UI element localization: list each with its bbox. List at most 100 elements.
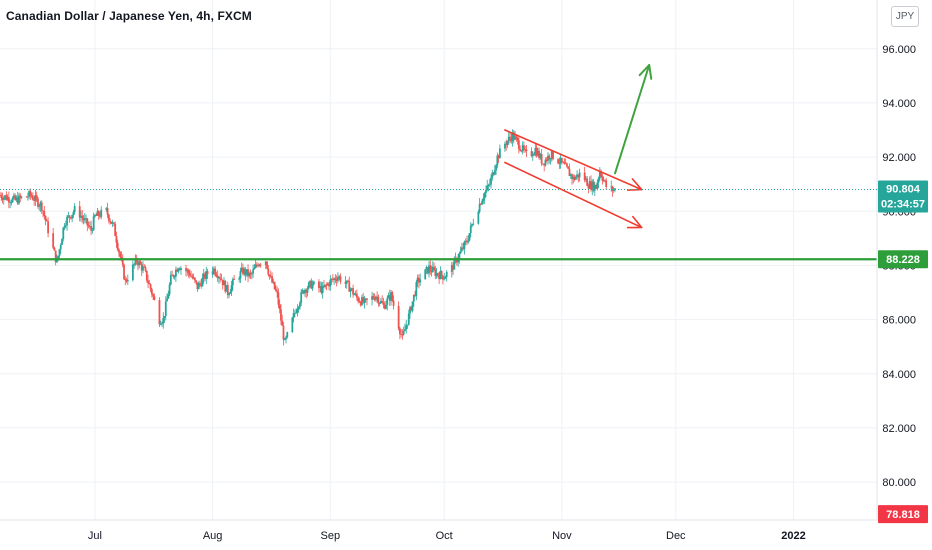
- candle-body: [204, 273, 206, 279]
- candle-body: [453, 259, 456, 270]
- channel-upper-line[interactable]: [504, 129, 643, 191]
- candle-body: [293, 312, 296, 314]
- candle-body: [531, 155, 534, 157]
- candle-body: [428, 265, 430, 274]
- price-axis[interactable]: 80.00082.00084.00086.00088.00090.00092.0…: [882, 44, 916, 489]
- candle-body: [58, 249, 61, 256]
- candle-body: [357, 297, 360, 302]
- channel-lower-line[interactable]: [504, 161, 643, 229]
- candle-body: [99, 215, 101, 217]
- candle-body: [25, 196, 28, 198]
- candle-body: [63, 225, 66, 228]
- countdown-label: 02:34:57: [881, 198, 925, 210]
- candle-body: [535, 147, 538, 156]
- candle-body: [43, 211, 46, 216]
- breakout-arrow[interactable]: [614, 64, 651, 175]
- candle-body: [143, 266, 146, 268]
- candle-body: [148, 283, 151, 285]
- candle-body: [39, 202, 42, 207]
- candle-body: [202, 273, 205, 278]
- candle-body: [387, 295, 390, 299]
- candle-body: [601, 176, 604, 181]
- candle-body: [311, 284, 314, 289]
- candle-body: [510, 138, 513, 142]
- candle-body: [493, 170, 496, 175]
- candle-body: [9, 202, 12, 204]
- candle-body: [264, 261, 267, 265]
- candle-body: [131, 264, 134, 281]
- candle-body: [483, 193, 486, 199]
- candle-body: [549, 158, 552, 160]
- candle-body: [320, 286, 323, 294]
- candle-body: [552, 150, 554, 160]
- candle-body: [312, 281, 315, 285]
- candle-body: [106, 208, 109, 215]
- candle-body: [278, 304, 281, 310]
- candle-body: [443, 278, 446, 280]
- candle-body: [345, 280, 348, 284]
- candle-body: [124, 279, 127, 281]
- candle-body: [231, 279, 234, 286]
- candle-body: [296, 309, 299, 313]
- candle-body: [414, 294, 416, 296]
- candle-body: [78, 206, 81, 218]
- candle-body: [295, 312, 298, 314]
- candle-body: [505, 143, 508, 146]
- candle-body: [586, 178, 589, 187]
- candle-body: [319, 286, 322, 288]
- drawing-annotations[interactable]: [0, 64, 877, 261]
- candle-body: [461, 247, 463, 251]
- candle-body: [426, 266, 429, 274]
- candle-body: [433, 266, 435, 270]
- candle-body: [605, 180, 608, 188]
- candle-body: [382, 302, 385, 305]
- candle-body: [147, 280, 149, 284]
- candle-body: [424, 269, 427, 280]
- currency-badge[interactable]: JPY: [891, 6, 919, 27]
- candle-body: [112, 222, 115, 224]
- candle-body: [540, 154, 543, 164]
- candle-body: [134, 258, 137, 265]
- candle-body: [431, 266, 434, 273]
- candle-body: [371, 296, 373, 300]
- candle-body: [519, 149, 522, 151]
- candle-body: [219, 277, 222, 279]
- candle-body: [6, 197, 9, 200]
- candle-body: [64, 225, 67, 227]
- candle-body: [178, 268, 181, 270]
- candle-body: [521, 145, 524, 151]
- candle-body: [110, 221, 113, 224]
- candle-body: [255, 264, 258, 266]
- candle-body: [166, 298, 168, 302]
- candle-body: [285, 337, 287, 340]
- support-price-label: 88.228: [886, 254, 920, 266]
- time-axis[interactable]: Jul Aug Sep Oct Nov Dec 2022: [88, 530, 806, 542]
- candle-body: [409, 307, 411, 314]
- candle-body: [120, 256, 123, 260]
- candle-body: [404, 329, 406, 332]
- candle-body: [253, 267, 256, 270]
- candle-body: [33, 199, 36, 201]
- candle-body: [438, 275, 441, 280]
- candle-body: [215, 274, 218, 277]
- candle-body: [216, 276, 219, 279]
- candle-body: [4, 195, 6, 198]
- candle-body: [392, 300, 395, 306]
- last-price-label: 90.804: [886, 183, 921, 195]
- candle-body: [171, 274, 174, 276]
- candle-body: [32, 196, 34, 200]
- candle-body: [352, 288, 354, 295]
- candle-body: [339, 276, 342, 282]
- candle-body: [107, 214, 110, 221]
- candle-body: [467, 240, 470, 243]
- candle-body: [364, 298, 367, 300]
- candle-body: [490, 177, 492, 185]
- candle-body: [482, 198, 485, 201]
- candle-body: [523, 145, 525, 150]
- y-tick-label: 84.000: [882, 369, 916, 381]
- candle-body: [491, 172, 494, 178]
- candle-body: [386, 298, 389, 305]
- candle-body: [588, 181, 591, 189]
- y-tick-label: 92.000: [882, 152, 916, 164]
